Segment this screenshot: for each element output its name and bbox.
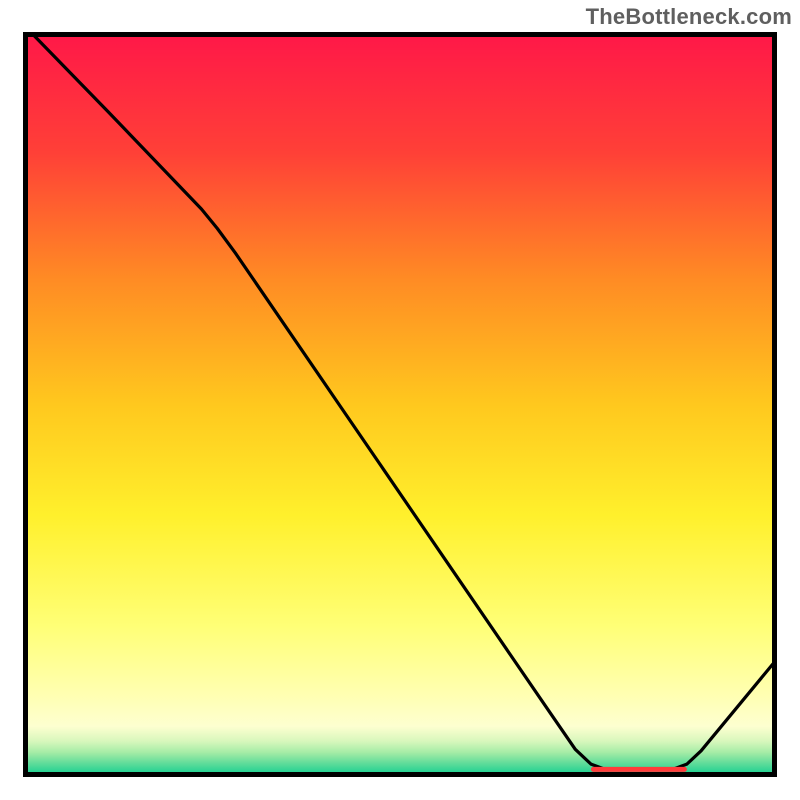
flat-region-marker	[591, 767, 687, 772]
chart-container: TheBottleneck.com	[0, 0, 800, 800]
chart-canvas	[0, 0, 800, 800]
gradient-background	[26, 35, 775, 775]
watermark-text: TheBottleneck.com	[586, 4, 792, 30]
